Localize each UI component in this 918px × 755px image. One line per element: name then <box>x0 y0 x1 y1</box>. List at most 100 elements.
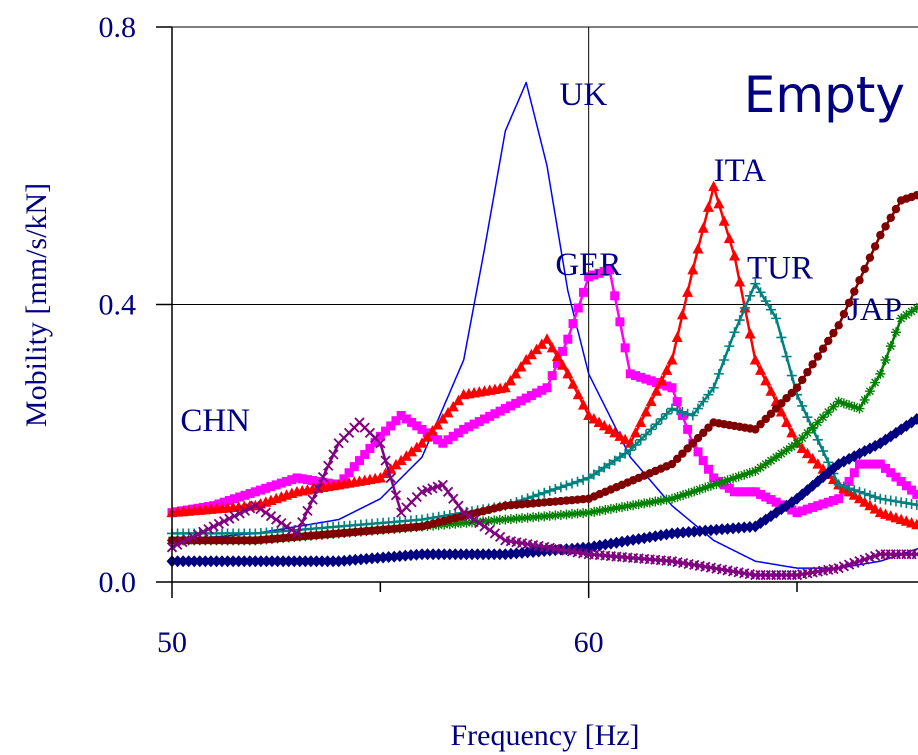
chn-marker <box>437 479 448 491</box>
ger-marker <box>240 490 250 500</box>
ger-marker <box>792 508 802 518</box>
ger-marker <box>599 267 609 277</box>
jap-marker <box>517 513 527 524</box>
ger-marker <box>865 459 875 469</box>
fra-marker <box>427 548 439 561</box>
tur-marker <box>911 499 918 510</box>
jap-marker <box>661 494 672 505</box>
fra-marker <box>288 555 300 568</box>
ger-marker <box>412 421 422 431</box>
tur-marker <box>646 424 657 435</box>
ita-marker <box>734 275 746 287</box>
jap-marker <box>755 462 766 473</box>
tur-marker <box>901 498 912 509</box>
jap-marker <box>583 507 594 518</box>
ger-marker <box>474 417 484 427</box>
jap-marker <box>849 401 860 412</box>
series-uk-line <box>171 81 918 569</box>
tur-marker <box>667 403 677 414</box>
jap-marker <box>812 417 823 428</box>
fra-marker <box>433 548 445 561</box>
tur-marker <box>708 382 719 393</box>
tur-marker <box>656 413 667 424</box>
ger-marker <box>578 287 588 297</box>
jap-marker <box>628 500 639 511</box>
pol-marker <box>808 360 817 369</box>
jap-marker <box>511 513 522 524</box>
jap-marker <box>528 512 539 523</box>
jap-marker <box>494 515 505 526</box>
ita-marker <box>859 496 871 507</box>
chn-marker <box>276 517 287 529</box>
ger-marker <box>901 481 911 491</box>
tur-marker <box>864 490 875 501</box>
jap-marker <box>711 478 722 489</box>
chn-marker <box>250 500 261 511</box>
ger-marker <box>214 499 224 509</box>
ger-marker <box>443 435 453 445</box>
ger-marker <box>209 501 219 511</box>
series-label-ger: GER <box>555 247 621 283</box>
fra-marker <box>477 548 489 561</box>
pol-marker <box>886 213 895 222</box>
annotations: UKITAPOLGERTURFRAJAPCHN <box>180 77 902 439</box>
jap-marker <box>854 403 865 414</box>
chn-marker <box>218 516 230 527</box>
chn-marker <box>182 534 193 545</box>
jap-marker <box>722 475 733 486</box>
ita-marker <box>661 364 673 375</box>
ger-marker <box>396 411 406 420</box>
ita-marker <box>864 499 876 511</box>
tur-marker <box>880 494 891 505</box>
pol-marker <box>803 367 812 377</box>
tur-marker <box>755 287 766 298</box>
jap-marker <box>885 341 896 352</box>
chn-marker <box>484 524 495 536</box>
jap-marker <box>555 509 566 520</box>
ita-marker <box>609 426 621 438</box>
chn-marker <box>463 510 475 522</box>
ger-marker <box>256 485 266 495</box>
fra-marker <box>205 555 217 568</box>
jap-marker <box>444 519 455 530</box>
chn-marker <box>192 529 204 540</box>
ger-marker <box>584 272 594 282</box>
fra-marker <box>216 555 228 568</box>
ger-marker <box>620 343 630 353</box>
ita-marker <box>426 425 438 436</box>
ger-marker <box>198 502 208 512</box>
fra-marker <box>472 548 484 561</box>
ger-marker <box>855 459 864 469</box>
ger-marker <box>735 487 745 497</box>
ger-marker <box>646 376 656 386</box>
ger-marker <box>907 485 917 495</box>
ger-marker <box>813 501 823 511</box>
chn-marker <box>328 449 339 460</box>
tur-marker <box>672 405 683 416</box>
ger-marker <box>532 388 542 398</box>
jap-marker <box>505 514 516 525</box>
tur-marker <box>609 455 620 466</box>
series-ger <box>167 265 918 518</box>
chn-marker <box>453 500 464 511</box>
ita-marker <box>588 412 600 424</box>
fra-marker <box>322 555 334 568</box>
ger-marker <box>271 480 281 490</box>
tur-marker <box>578 474 589 485</box>
ita-marker <box>723 232 735 244</box>
pol-marker <box>756 419 765 429</box>
tur-marker <box>724 341 735 352</box>
ger-marker <box>787 505 797 515</box>
fra-marker <box>299 555 311 568</box>
fra-marker <box>272 555 284 568</box>
ita-marker <box>421 431 433 442</box>
ger-marker <box>261 483 271 493</box>
ger-marker <box>235 492 245 502</box>
chn-marker <box>281 521 292 532</box>
ger-marker <box>203 502 213 512</box>
pol-marker <box>865 253 875 262</box>
tur-marker <box>594 466 605 476</box>
pol-marker <box>912 191 918 200</box>
fra-marker <box>911 412 918 425</box>
ita-marker <box>869 503 881 514</box>
